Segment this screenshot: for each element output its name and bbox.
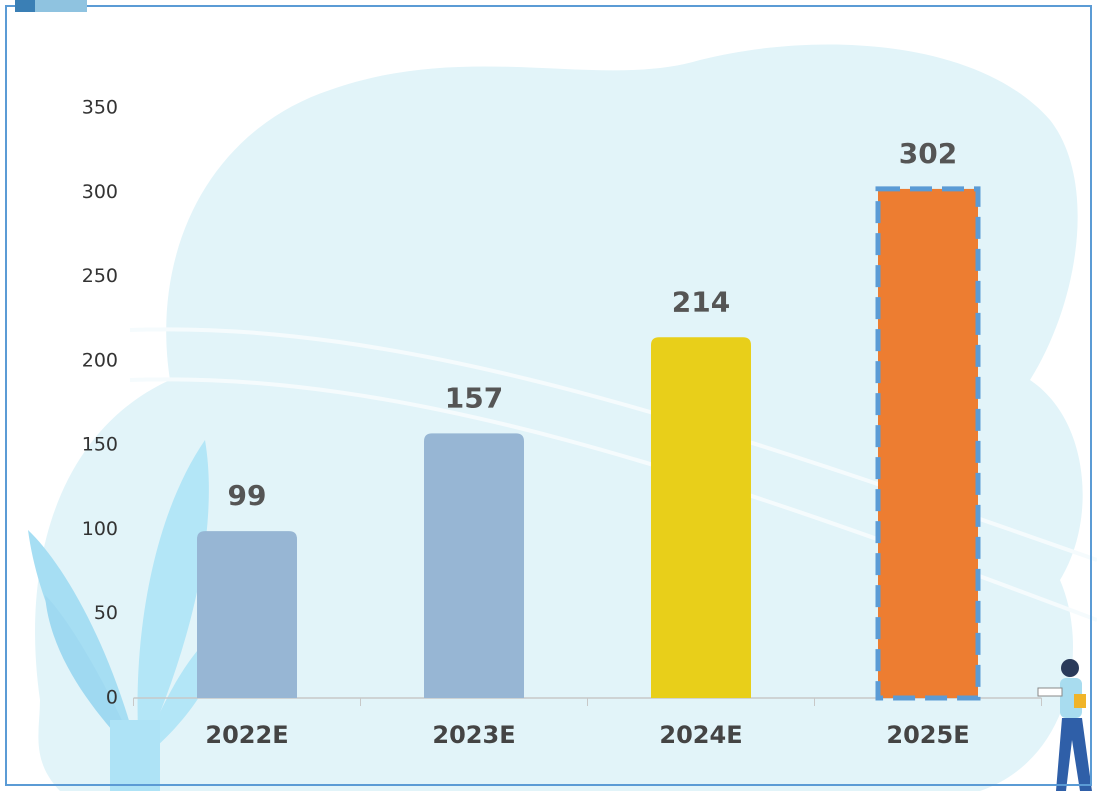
bar	[651, 337, 751, 698]
y-tick-label: 100	[82, 518, 118, 540]
value-label: 99	[228, 479, 267, 512]
x-tick-label: 2023E	[432, 721, 515, 749]
y-tick-label: 200	[82, 349, 118, 371]
y-tick-label: 300	[82, 181, 118, 203]
bar	[875, 186, 981, 701]
corner-tab	[35, 0, 87, 12]
x-tick-label: 2024E	[659, 721, 742, 749]
frame	[5, 5, 1092, 786]
y-tick-label: 50	[94, 602, 118, 624]
y-tick-label: 350	[82, 97, 118, 119]
value-label: 302	[899, 137, 957, 170]
value-label: 214	[672, 285, 730, 318]
y-tick-label: 250	[82, 265, 118, 287]
y-tick-label: 0	[106, 687, 118, 709]
bar	[197, 531, 297, 698]
bar	[424, 433, 524, 698]
x-tick-label: 2022E	[205, 721, 288, 749]
corner-tab	[15, 0, 35, 12]
person	[1037, 659, 1092, 791]
value-label: 157	[445, 381, 503, 414]
y-tick-label: 150	[82, 434, 118, 456]
x-tick-label: 2025E	[886, 721, 969, 749]
